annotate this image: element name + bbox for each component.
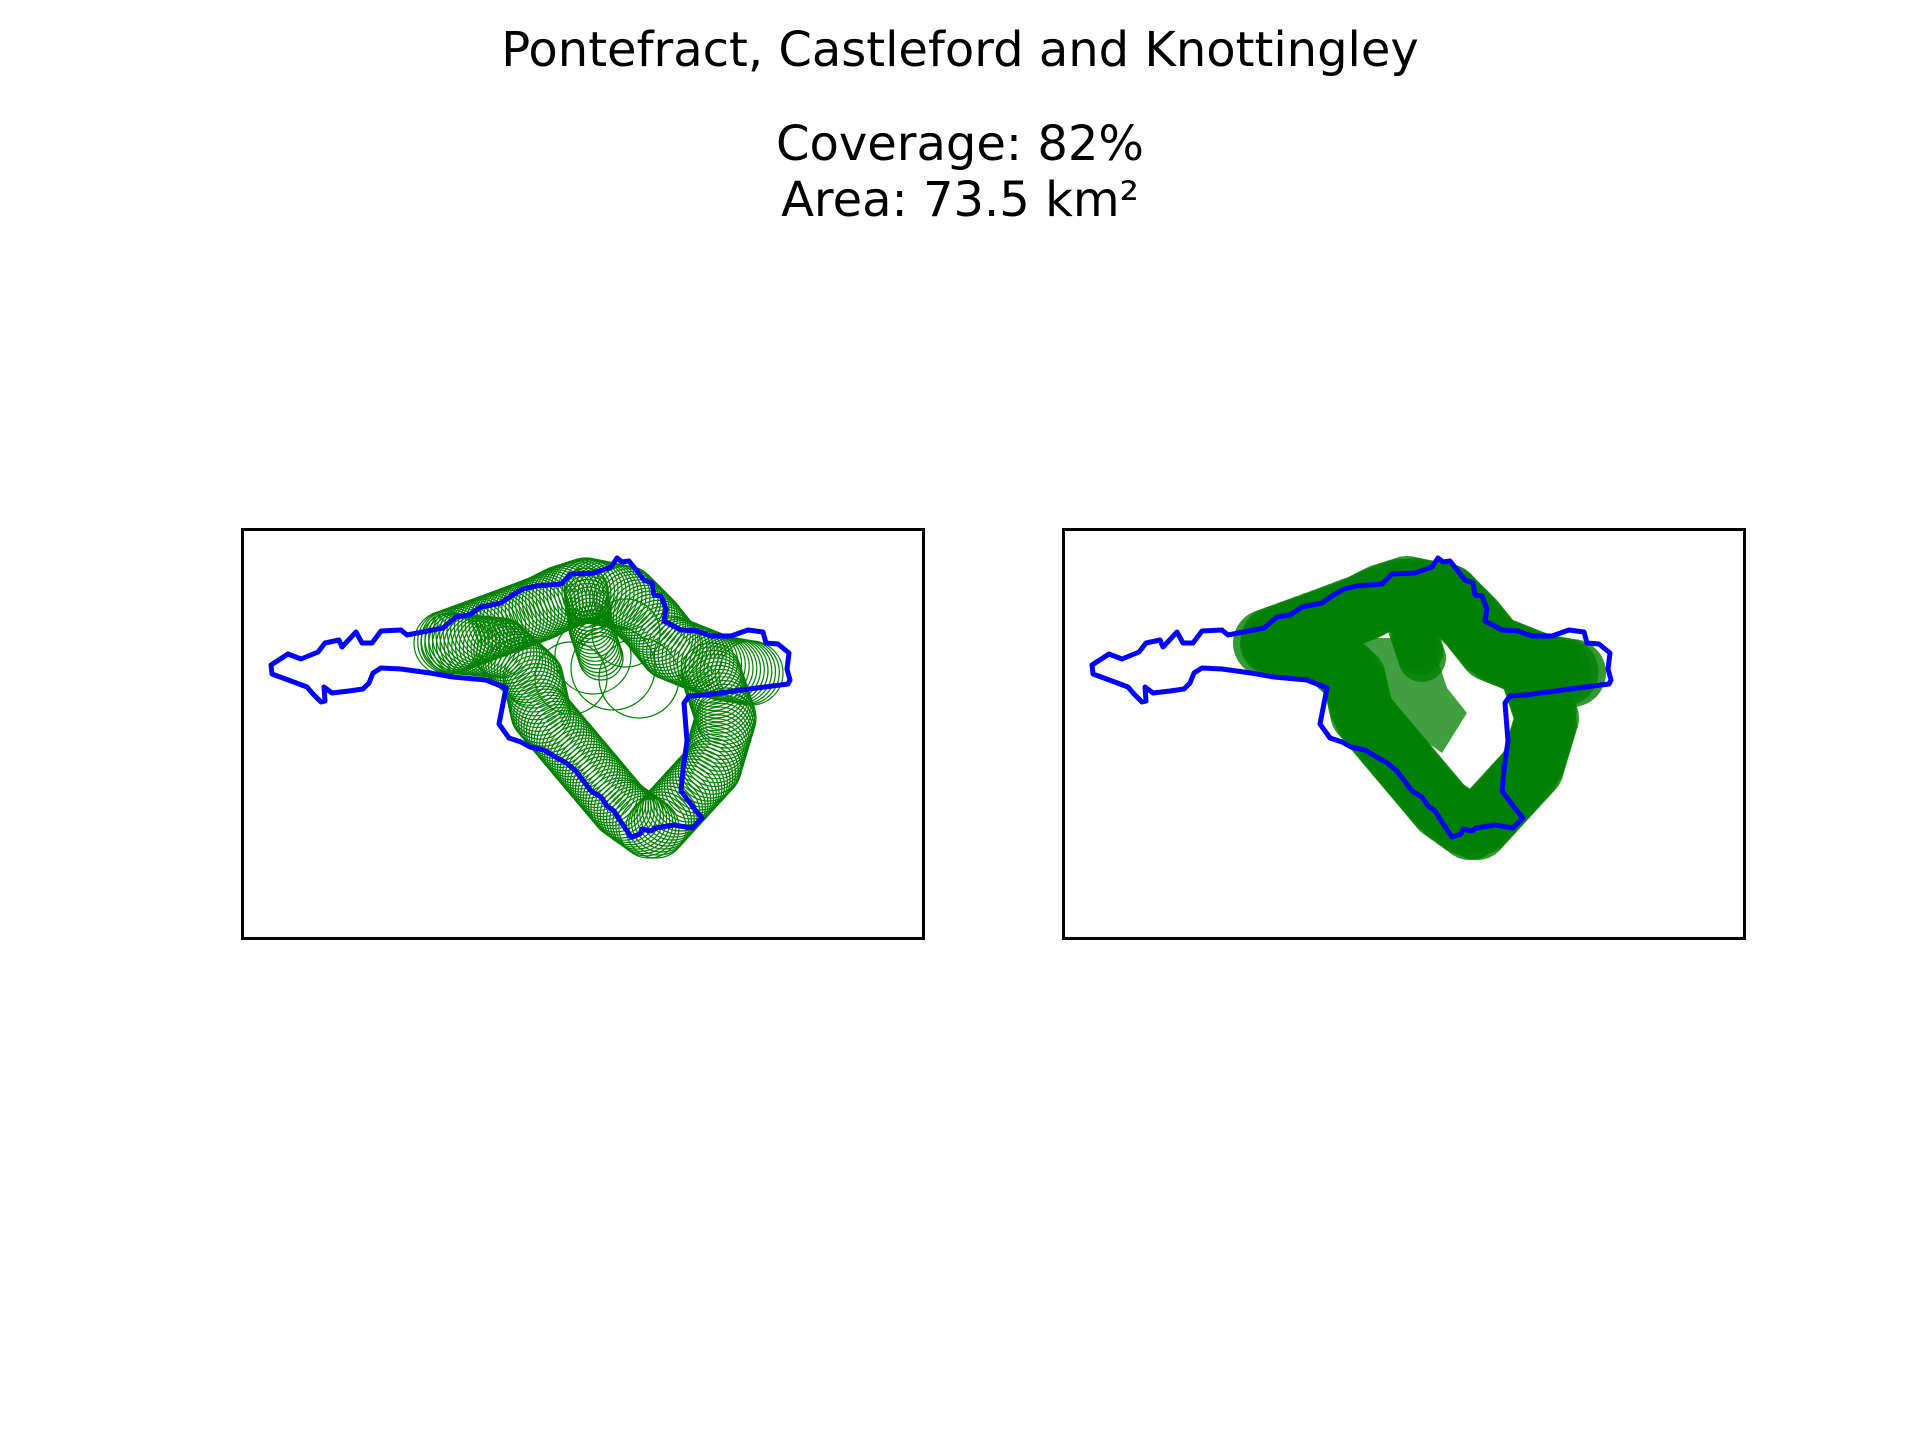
coverage-circle: [591, 598, 661, 668]
coverage-circle: [534, 641, 608, 715]
coverage-circle: [647, 773, 709, 835]
coverage-circle: [598, 637, 680, 719]
coverage-circle: [559, 740, 621, 802]
coverage-circle: [546, 725, 608, 787]
coverage-label: Coverage: 82%: [775, 116, 1145, 172]
coverage-circle: [633, 788, 695, 850]
coverage-filled-map: [1062, 528, 1746, 940]
district-boundary: [1089, 555, 1614, 840]
coverage-circle: [551, 731, 613, 793]
coverage-circle: [513, 685, 575, 747]
coverage-circle: [641, 779, 704, 841]
coverage-circle: [487, 633, 550, 695]
coverage-outline-map: [241, 528, 925, 940]
coverage-circle: [691, 676, 753, 738]
coverage-circle: [606, 788, 668, 850]
coverage-circle: [630, 791, 693, 853]
coverage-circle: [577, 762, 639, 824]
coverage-circle: [556, 737, 619, 799]
coverage-circle: [531, 706, 593, 769]
coverage-circle: [694, 683, 756, 745]
coverage-circle: [482, 628, 544, 690]
coverage-circle: [533, 710, 595, 772]
coverage-circle: [554, 617, 632, 695]
area-label: Area: 73.5 km²: [781, 172, 1139, 228]
coverage-circle: [577, 631, 623, 677]
coverage-circle: [644, 776, 706, 838]
coverage-circle: [609, 790, 671, 852]
coverage-circle: [690, 672, 752, 734]
coverage-circle: [525, 700, 588, 762]
coverage-circle: [562, 743, 624, 805]
coverage-circle: [578, 635, 624, 681]
coverage-interior: [1362, 638, 1467, 753]
coverage-circle: [510, 682, 572, 744]
coverage-circle: [508, 674, 570, 736]
coverage-circle: [570, 625, 656, 711]
coverage-circle: [570, 612, 617, 659]
coverage-circle: [607, 579, 673, 645]
coverage-circle: [593, 779, 655, 841]
coverage-circle: [564, 746, 626, 808]
coverage-circle: [599, 784, 661, 846]
coverage-circle: [568, 605, 614, 651]
coverage-circle: [669, 627, 735, 693]
coverage-circle: [549, 728, 611, 790]
district-boundary: [268, 555, 793, 840]
coverage-circle: [573, 620, 619, 666]
coverage-circle: [554, 734, 616, 796]
map-title: Pontefract, Castleford and Knottingley: [501, 22, 1419, 78]
coverage-circle: [528, 703, 590, 766]
coverage-circles: [413, 557, 784, 859]
